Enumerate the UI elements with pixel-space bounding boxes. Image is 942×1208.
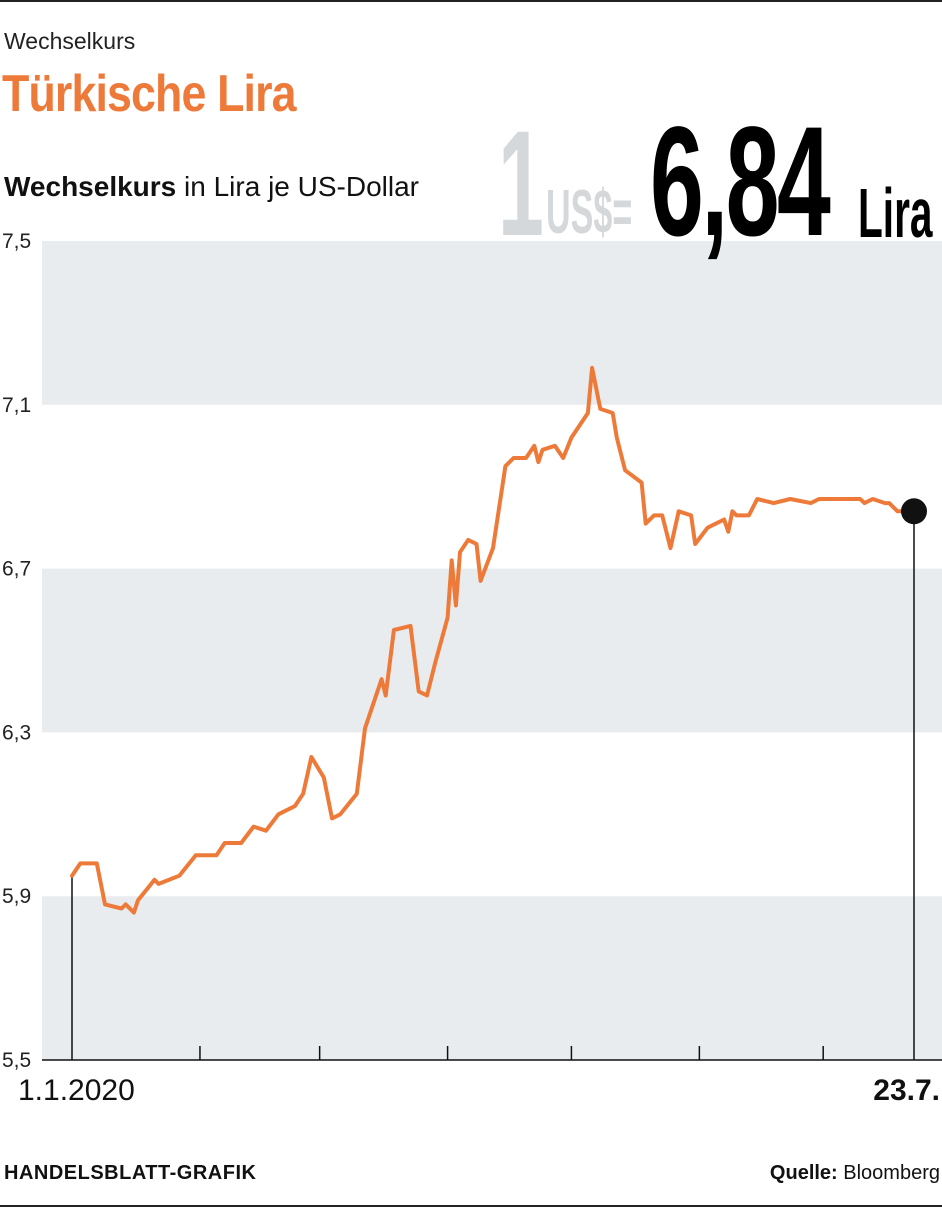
footer-source: Quelle: Bloomberg	[770, 1162, 940, 1185]
top-rule	[0, 0, 942, 2]
bottom-rule	[0, 1205, 942, 1207]
subtitle-rest: in Lira je US-Dollar	[176, 171, 419, 202]
source-value: Bloomberg	[837, 1162, 940, 1184]
y-tick-label: 7,1	[2, 394, 31, 417]
source-label: Quelle:	[769, 1162, 838, 1184]
end-point-marker	[901, 498, 927, 525]
page-title: Türkische Lira	[2, 65, 297, 123]
y-tick-label: 5,9	[2, 885, 31, 908]
grid-band	[42, 241, 942, 405]
footer-credit: HANDELSBLATT-GRAFIK	[4, 1162, 257, 1184]
series-line	[70, 365, 916, 915]
y-tick-label: 6,7	[2, 558, 31, 581]
callout-value: 6,84	[650, 95, 831, 269]
callout-one: 1	[498, 99, 544, 267]
y-tick-label: 7,5	[2, 230, 31, 253]
y-tick-label: 6,3	[2, 721, 31, 744]
y-tick-label: 5,5	[2, 1049, 31, 1072]
chart-subtitle: Wechselkurs in Lira je US-Dollar	[4, 171, 419, 203]
x-start-label: 1.1.2020	[18, 1074, 135, 1107]
kicker: Wechselkurs	[4, 28, 136, 54]
subtitle-bold: Wechselkurs	[4, 171, 177, 202]
x-end-label: 23.7.	[873, 1074, 940, 1107]
callout-currency: US$=	[546, 178, 633, 247]
grid-band	[42, 896, 942, 1060]
callout-unit: Lira	[858, 174, 933, 252]
grid-band	[42, 568, 942, 733]
line-chart: 7,5 7,1 6,7 6,3 5,9 5,51.1.2020 23.7.	[2, 230, 942, 1107]
